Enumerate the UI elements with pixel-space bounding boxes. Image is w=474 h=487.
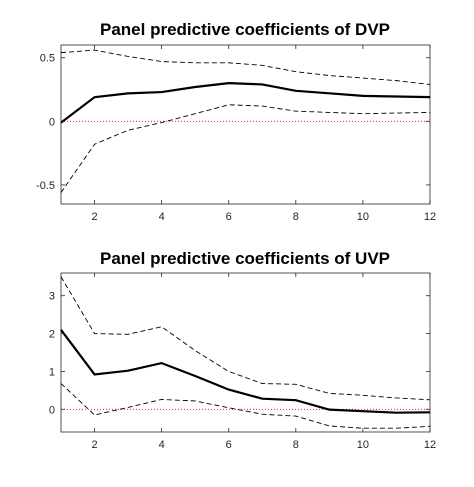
y-tick-label-dvp: 0.5: [40, 53, 55, 65]
x-tick-label-dvp: 4: [159, 211, 165, 223]
y-tick-label-uvp: 2: [49, 329, 55, 341]
x-tick-label-uvp: 2: [91, 439, 97, 451]
upper-band-line-dvp: [60, 49, 431, 85]
x-tick-label-uvp: 8: [293, 439, 299, 451]
x-tick-label-uvp: 6: [226, 439, 232, 451]
coefficient-line-uvp: [60, 329, 431, 414]
x-tick-label-dvp: 12: [424, 211, 436, 223]
ticks-group-dvp: 2 4 6 8 10 12 -0.5 0 0.5: [36, 45, 436, 223]
panel-title-dvp: Panel predictive coefficients of DVP: [100, 20, 390, 39]
lower-band-line-dvp: [60, 104, 431, 193]
plot-area-uvp: [60, 272, 431, 433]
x-tick-label-dvp: 10: [357, 211, 369, 223]
y-tick-label-dvp: 0: [49, 116, 55, 128]
series-group-uvp: [60, 276, 431, 429]
x-tick-label-dvp: 2: [91, 211, 97, 223]
y-tick-label-dvp: -0.5: [36, 180, 55, 192]
coefficient-line-dvp: [60, 82, 431, 124]
x-tick-label-uvp: 10: [357, 439, 369, 451]
panel-dvp: Panel predictive coefficients of DVP 2 4 6…: [36, 20, 436, 223]
y-tick-label-uvp: 1: [49, 366, 55, 378]
series-group-dvp: [60, 49, 431, 193]
lower-band-line-uvp: [60, 383, 431, 429]
x-tick-label-dvp: 8: [293, 211, 299, 223]
upper-band-line-uvp: [60, 276, 431, 401]
panel-uvp: Panel predictive coefficients of UVP 2 4 6…: [49, 249, 436, 451]
x-tick-label-dvp: 6: [226, 211, 232, 223]
panel-title-uvp: Panel predictive coefficients of UVP: [100, 249, 390, 268]
y-tick-label-uvp: 0: [49, 404, 55, 416]
plot-area-dvp: [60, 44, 431, 205]
x-tick-label-uvp: 12: [424, 439, 436, 451]
x-tick-label-uvp: 4: [159, 439, 165, 451]
y-tick-label-uvp: 3: [49, 291, 55, 303]
